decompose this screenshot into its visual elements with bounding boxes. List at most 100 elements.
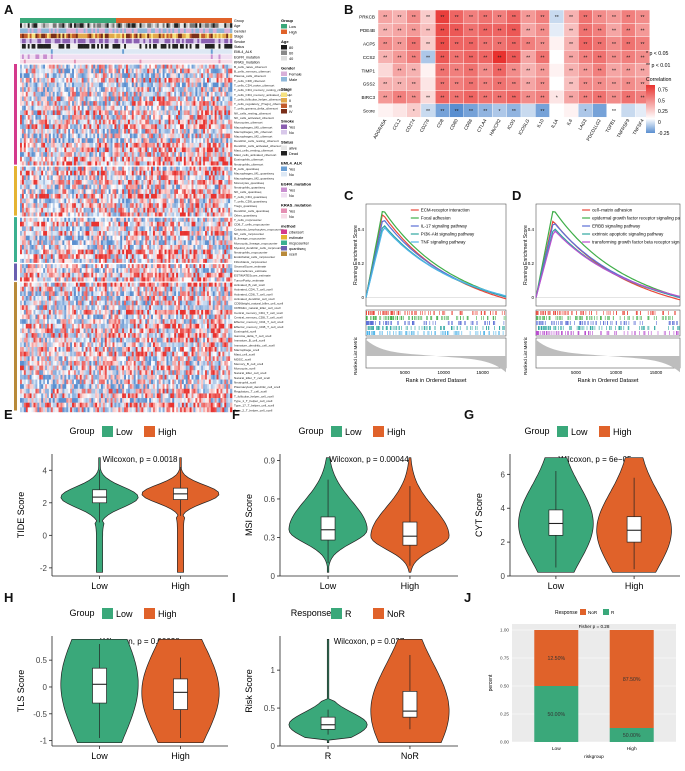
violin-legend-swatch-High <box>599 426 610 437</box>
immune-cell-label: Central_memory_CD4_T_cell_xcell <box>234 311 283 315</box>
heatmap-star: ** <box>512 55 516 61</box>
violin-legend-label: High <box>158 427 177 437</box>
legend-title: Smoke <box>281 119 295 124</box>
violin-xtick: High <box>401 581 420 591</box>
heatmap-star: ** <box>598 15 602 21</box>
heatmap-star: ** <box>569 69 573 75</box>
violin-box <box>320 516 336 541</box>
heatmap-col-label: ICOS <box>506 118 516 130</box>
colorbar-tick: -0.25 <box>658 131 670 137</box>
gsea-lower-ylabel: Ranked List Metric <box>523 336 528 375</box>
violin-annotation: Wilcoxon, p = 6e−05 <box>559 455 632 464</box>
violin-xtick: High <box>625 581 644 591</box>
bar-xlabel: riskgroup <box>584 754 604 760</box>
annotation-track-kras_mutation <box>20 59 233 65</box>
immune-cell-label: Monocytes_quantiseq <box>234 181 264 185</box>
annotation-label: Status <box>234 45 244 49</box>
legend-item: 80 <box>289 46 293 50</box>
immune-cell-label: Mast_cells_activated_cibersort <box>234 153 276 157</box>
bar-legend-swatch-r <box>603 609 609 615</box>
gsea-ytick: 0.4 <box>358 227 365 232</box>
heatmap-star: ** <box>641 82 645 88</box>
heatmap-star: ** <box>412 96 416 102</box>
gsea-xtick: 10000 <box>610 370 623 375</box>
legend-item: mcpcounter <box>289 242 310 246</box>
gsea-xtick: 5000 <box>571 370 582 375</box>
heatmap-star: ** <box>641 29 645 35</box>
heatmap-star: ** <box>469 29 473 35</box>
heatmap-star: ** <box>583 82 587 88</box>
method-bar-2 <box>14 217 17 263</box>
colorbar-tick: 0.25 <box>658 109 668 115</box>
immune-cell-label: Dendritic_cells_activated_cibersort <box>234 144 282 148</box>
violin-ytick: 4 <box>501 504 506 513</box>
heatmap-star: ** <box>498 69 502 75</box>
bar-legend-label: NoR <box>588 610 598 615</box>
legend-swatch <box>281 45 287 50</box>
heatmap-star: ** <box>383 15 387 21</box>
legend-swatch <box>281 145 287 150</box>
legend-item: alive <box>289 147 297 151</box>
method-bar-1 <box>14 166 17 216</box>
immune-cell-label: Eosinophil_xcell <box>234 329 256 333</box>
immune-cell-label: Cytotoxic_lymphocytes_mcpcounter <box>234 227 284 231</box>
bar-xtick: Low <box>552 746 561 752</box>
immune-cell-label: Neutrophils_quantiseq <box>234 186 265 190</box>
heatmap-star: ** <box>612 69 616 75</box>
violin-legend-label: Low <box>345 427 362 437</box>
gsea-ytick: 0 <box>361 295 364 300</box>
heatmap-star: ** <box>498 29 502 35</box>
violin-legend-title: Response <box>291 608 332 618</box>
legend-swatch <box>281 251 287 256</box>
bar-ytick: 1.00 <box>500 628 509 633</box>
gsea-curve-4 <box>365 226 507 298</box>
significance-note: * p < 0.05 <box>646 51 668 57</box>
legend-swatch <box>281 193 287 198</box>
annotation-track-stage <box>20 33 233 39</box>
legend-title: Group <box>281 18 294 23</box>
annotation-track-eml4_alk <box>20 49 233 54</box>
heatmap-cell <box>592 103 608 118</box>
gsea-legend-label: epidermal growth factor receptor signali… <box>592 216 680 221</box>
violin-xtick: Low <box>91 751 108 761</box>
immune-cell-label: Type_17_T_helper_cell_xcell <box>234 404 274 408</box>
immune-cell-label: T_cells_CD4_quantiseq <box>234 195 267 199</box>
heatmap-star: ** <box>612 109 616 115</box>
violin-legend-title: Group <box>69 426 94 436</box>
violin-legend-label: High <box>158 609 177 619</box>
colorbar <box>646 85 655 133</box>
heatmap-star: ** <box>641 69 645 75</box>
violin-legend-label: High <box>387 427 406 437</box>
heatmap-star: ** <box>483 69 487 75</box>
heatmap-star: ** <box>612 29 616 35</box>
heatmap-star: ** <box>512 109 516 115</box>
heatmap-star: ** <box>583 55 587 61</box>
heatmap-cell <box>549 76 565 91</box>
legend-swatch <box>281 29 287 34</box>
immune-cell-label: NK_cells_quantiseq <box>234 190 262 194</box>
heatmap-cell <box>377 63 393 78</box>
legend-swatch <box>281 124 287 129</box>
immune-cell-label: Natural_killer_cell_xcell <box>234 371 267 375</box>
group-bar-high <box>116 18 232 23</box>
heatmap-star: ** <box>426 96 430 102</box>
legend-item: Female <box>289 73 302 77</box>
bar-legend-swatch-nor <box>580 609 586 615</box>
violin-legend-swatch-Low <box>557 426 568 437</box>
heatmap-row-label: PRKCB <box>359 15 375 20</box>
heatmap-row-label: CCS2 <box>363 55 376 60</box>
violin-ytick: 0.9 <box>264 456 276 465</box>
heatmap-star: ** <box>583 15 587 21</box>
colorbar-tick: 0.75 <box>658 87 668 93</box>
legend-item: No <box>289 131 294 135</box>
panel-letter-j: J <box>464 590 471 605</box>
heatmap-star: ** <box>569 15 573 21</box>
legend-item: Yes <box>289 126 295 130</box>
immune-cell-label: NK_cells_activated_cibersort <box>234 116 274 120</box>
heatmap-star: ** <box>569 55 573 61</box>
heatmap-star: ** <box>512 42 516 48</box>
immune-cell-label: Neutrophil_xcell <box>234 380 256 384</box>
immune-cell-label: Fibroblasts_mcpcounter <box>234 260 267 264</box>
heatmap-star: ** <box>583 42 587 48</box>
